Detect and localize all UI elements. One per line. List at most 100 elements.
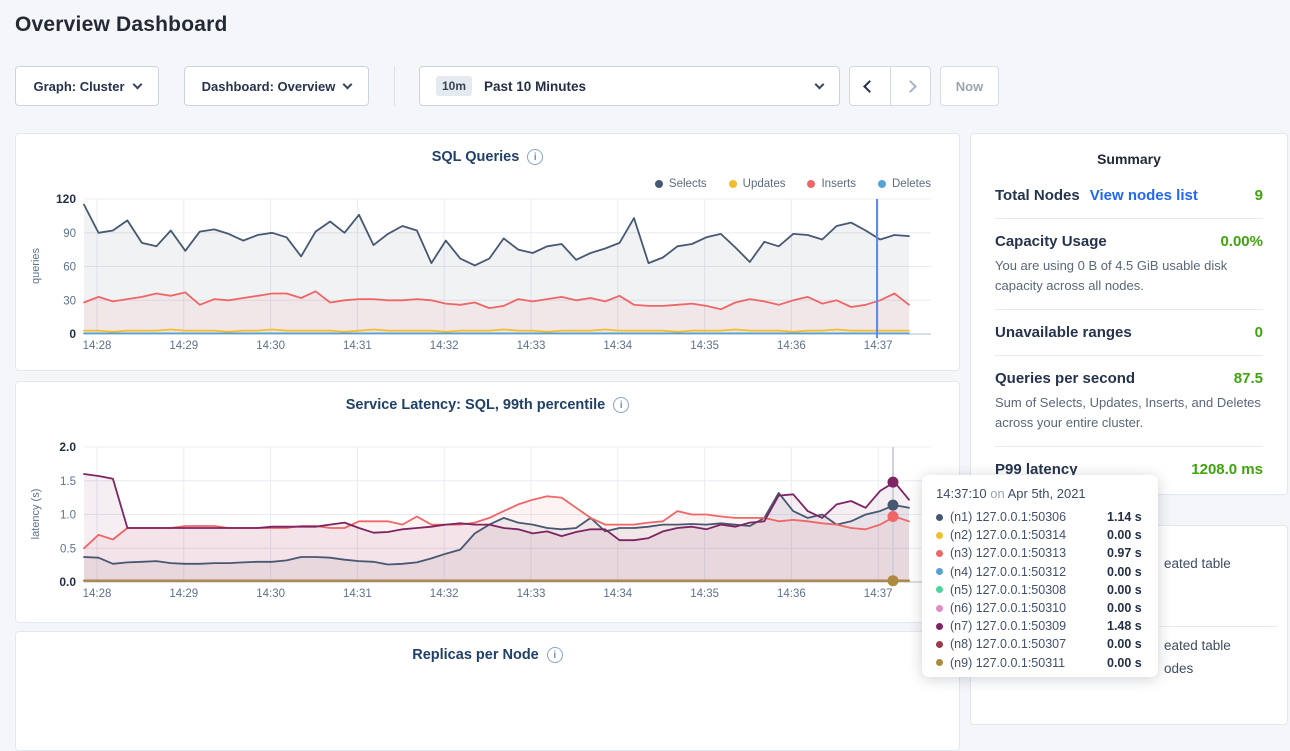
svg-text:14:30: 14:30 [256,588,285,600]
divider [995,218,1263,219]
svg-text:14:33: 14:33 [517,340,546,352]
divider [995,446,1263,447]
summary-label-queries-per-second: Queries per second [995,370,1136,387]
time-step-group [849,66,931,106]
svg-text:1.5: 1.5 [60,476,76,488]
tooltip-timestamp: 14:37:10 on Apr 5th, 2021 [936,486,1086,501]
summary-value-unavailable-ranges: 0 [1254,324,1263,341]
view-nodes-list-link[interactable]: View nodes list [1089,187,1198,204]
series-dot-icon [936,513,943,521]
legend-dot-icon [878,180,886,188]
chart-hover-tooltip: 14:37:10 on Apr 5th, 2021 (n1) 127.0.0.1… [922,475,1158,677]
info-icon[interactable]: i [613,397,630,413]
svg-text:14:29: 14:29 [169,588,198,600]
replicas-per-node-chart-panel: Replicas per Node i [15,631,960,751]
tooltip-node-row: (n4) 127.0.0.1:50312 0.00 s [936,563,1144,581]
svg-text:120: 120 [56,192,76,206]
legend-item-deletes[interactable]: Deletes [878,178,931,190]
time-range-label: Past 10 Minutes [484,78,587,94]
series-dot-icon [936,568,943,576]
toolbar-divider [394,66,395,106]
svg-text:14:35: 14:35 [690,340,719,352]
sql-queries-chart-panel: SQL Queries i Selects Updates Inserts Delet… [15,133,960,371]
tooltip-node-row: (n8) 127.0.0.1:50307 0.00 s [936,635,1144,653]
legend-item-inserts[interactable]: Inserts [807,178,856,190]
chart-title-sql-queries: SQL Queries [431,149,520,165]
summary-label-unavailable-ranges: Unavailable ranges [995,324,1132,341]
summary-panel: Summary Total Nodes View nodes list 9 Ca… [970,133,1288,495]
legend-item-updates[interactable]: Updates [728,178,785,190]
page-title: Overview Dashboard [15,13,228,36]
graph-dropdown[interactable]: Graph: Cluster [15,66,159,106]
svg-text:30: 30 [63,295,76,307]
chart-title-replicas-per-node: Replicas per Node [412,647,539,663]
event-item-fragment: eated table [1164,638,1231,653]
svg-text:1.0: 1.0 [60,510,76,522]
svg-text:14:31: 14:31 [343,340,372,352]
svg-text:14:29: 14:29 [169,340,198,352]
tooltip-node-row: (n3) 127.0.0.1:50313 0.97 s [936,544,1144,562]
time-range-dropdown[interactable]: 10m Past 10 Minutes [419,66,840,106]
series-dot-icon [936,549,943,557]
chevron-down-icon [132,79,142,89]
summary-value-p99-latency: 1208.0 ms [1191,461,1263,478]
summary-value-capacity-usage: 0.00% [1220,233,1263,250]
graph-dropdown-label: Graph: Cluster [33,78,125,94]
svg-text:90: 90 [63,228,76,240]
service-latency-chart[interactable]: 14:28 14:29 14:30 14:31 14:32 14:33 14:34 14:35… [16,438,956,608]
summary-label-p99-latency: P99 latency [995,461,1078,478]
chevron-left-icon [863,79,877,93]
dashboard-dropdown[interactable]: Dashboard: Overview [184,66,369,106]
legend-dot-icon [654,180,663,188]
svg-text:14:37: 14:37 [864,340,893,352]
tooltip-rows: (n1) 127.0.0.1:50306 1.14 s (n2) 127.0.0.1… [936,508,1144,672]
summary-value-total-nodes: 9 [1254,187,1263,204]
tooltip-node-row: (n7) 127.0.0.1:50309 1.48 s [936,617,1144,635]
time-range-badge: 10m [436,76,473,96]
series-dot-icon [936,604,943,612]
tooltip-node-row: (n1) 127.0.0.1:50306 1.14 s [936,508,1144,526]
svg-text:14:37: 14:37 [864,588,893,600]
info-icon[interactable]: i [527,149,544,165]
svg-text:14:32: 14:32 [430,340,459,352]
divider [1159,626,1277,627]
now-button[interactable]: Now [940,66,999,106]
svg-text:14:36: 14:36 [777,588,806,600]
tooltip-node-row: (n2) 127.0.0.1:50314 0.00 s [936,526,1144,544]
svg-text:14:30: 14:30 [256,340,285,352]
chevron-down-icon [342,79,353,89]
event-item-fragment: odes [1164,661,1194,676]
service-latency-chart-panel: Service Latency: SQL, 99th percentile i … [15,381,960,623]
event-item-fragment: eated table [1164,556,1231,571]
series-dot-icon [936,659,943,667]
tooltip-node-row: (n6) 127.0.0.1:50310 0.00 s [936,599,1144,617]
summary-desc-capacity-usage: You are using 0 B of 4.5 GiB usable disk… [995,258,1228,293]
summary-title: Summary [1097,151,1161,167]
svg-text:14:34: 14:34 [603,340,632,352]
info-icon[interactable]: i [546,647,563,663]
series-dot-icon [936,531,943,539]
summary-value-queries-per-second: 87.5 [1233,370,1263,387]
tooltip-node-row: (n5) 127.0.0.1:50308 0.00 s [936,581,1144,599]
svg-text:0: 0 [69,327,76,341]
sql-queries-chart[interactable]: 14:28 14:29 14:30 14:31 14:32 14:33 14:34 14:35… [16,190,956,360]
chevron-right-icon [903,79,917,93]
time-next-button[interactable] [889,67,931,105]
sql-queries-legend: Selects Updates Inserts Deletes [654,178,931,190]
svg-text:14:32: 14:32 [430,588,459,600]
chart-title-service-latency: Service Latency: SQL, 99th percentile [345,397,606,413]
svg-text:2.0: 2.0 [59,440,76,454]
svg-text:14:34: 14:34 [603,588,632,600]
legend-dot-icon [807,180,816,188]
divider [995,355,1263,356]
series-dot-icon [936,622,943,630]
legend-item-selects[interactable]: Selects [654,178,707,190]
series-dot-icon [936,586,943,594]
series-dot-icon [936,640,943,648]
legend-dot-icon [728,180,737,188]
divider [995,309,1263,310]
chevron-down-icon [814,79,825,89]
svg-text:14:36: 14:36 [777,340,806,352]
svg-text:14:31: 14:31 [343,588,372,600]
time-prev-button[interactable] [850,67,890,105]
